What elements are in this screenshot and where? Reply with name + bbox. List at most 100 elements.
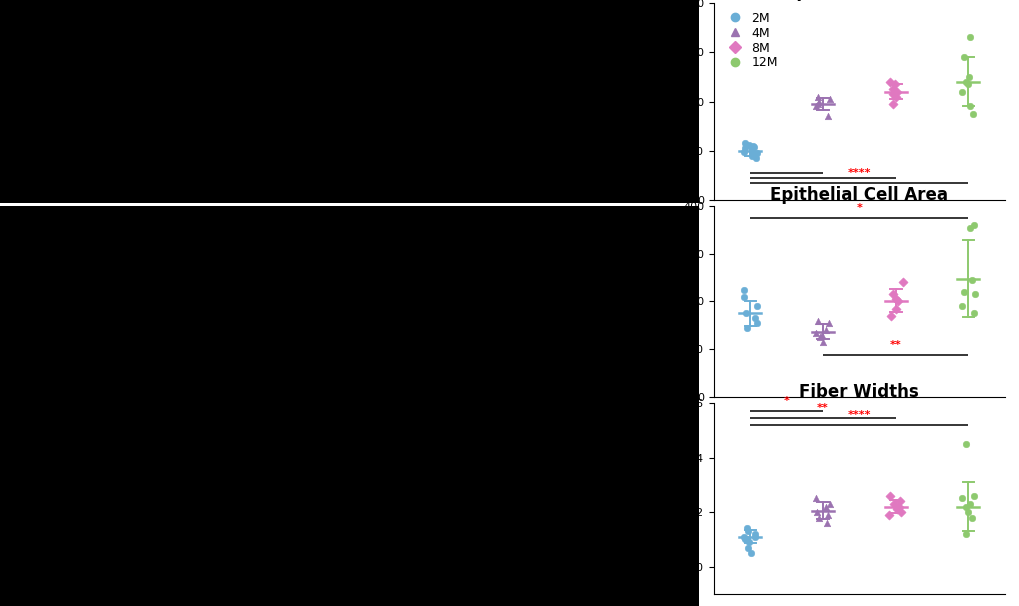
Point	[891, 496, 907, 506]
Point	[966, 290, 982, 299]
Point	[809, 92, 825, 101]
Point	[746, 532, 762, 542]
Point	[740, 140, 756, 150]
Point	[889, 297, 905, 307]
Point	[739, 526, 755, 536]
Point	[810, 96, 826, 107]
Point	[965, 491, 981, 501]
Point	[957, 77, 973, 87]
Point	[738, 534, 754, 544]
Y-axis label: Fiber Width (μm): Fiber Width (μm)	[671, 446, 684, 551]
Point	[960, 72, 976, 82]
Point	[963, 513, 979, 522]
Point	[961, 222, 977, 232]
Y-axis label: Capsule Thickness (μm): Capsule Thickness (μm)	[671, 27, 684, 176]
Point	[957, 439, 973, 448]
Point	[737, 534, 753, 544]
Point	[740, 538, 756, 547]
Point	[880, 510, 897, 520]
Point	[740, 543, 756, 553]
Point	[965, 220, 981, 230]
Point	[883, 99, 900, 109]
Point	[817, 502, 834, 511]
Point	[881, 77, 898, 87]
Title: Fiber Widths: Fiber Widths	[799, 384, 918, 401]
Point	[883, 89, 900, 99]
Point	[819, 112, 836, 121]
Text: **: **	[816, 403, 828, 413]
Point	[737, 308, 753, 318]
Point	[957, 529, 973, 539]
Point	[883, 84, 900, 94]
Point	[739, 524, 755, 533]
Point	[820, 318, 837, 328]
Point	[807, 102, 823, 112]
Legend: 2M, 4M, 8M, 12M: 2M, 4M, 8M, 12M	[719, 9, 780, 72]
Text: ****: ****	[847, 168, 870, 178]
Point	[807, 328, 823, 338]
Point	[963, 109, 979, 119]
Point	[889, 87, 905, 96]
Point	[810, 513, 826, 522]
Point	[889, 504, 905, 514]
Point	[737, 144, 753, 153]
Point	[746, 529, 762, 539]
Point	[963, 275, 979, 285]
Text: **: **	[889, 340, 901, 350]
Point	[747, 153, 763, 163]
Point	[735, 147, 751, 156]
Point	[821, 94, 838, 104]
Point	[748, 301, 764, 311]
Title: Capsule Thickness: Capsule Thickness	[772, 0, 945, 1]
Text: *: *	[783, 396, 789, 407]
Point	[887, 92, 903, 101]
Point	[814, 337, 830, 347]
Point	[745, 141, 761, 151]
Point	[808, 316, 824, 325]
Point	[961, 33, 977, 42]
Point	[961, 102, 977, 112]
Point	[817, 325, 834, 335]
Point	[955, 52, 971, 62]
Point	[821, 499, 838, 509]
Point	[745, 142, 761, 152]
Point	[894, 278, 910, 287]
Point	[808, 507, 824, 517]
Point	[882, 311, 899, 321]
Text: *: *	[856, 203, 861, 213]
Point	[954, 301, 970, 311]
Point	[961, 499, 977, 509]
Point	[739, 323, 755, 333]
Point	[807, 493, 823, 503]
Point	[748, 318, 764, 328]
Point	[959, 79, 975, 89]
Point	[743, 151, 759, 161]
Point	[892, 507, 908, 517]
Point	[735, 532, 751, 542]
Point	[953, 87, 969, 96]
Y-axis label: Area (μm²): Area (μm²)	[664, 268, 677, 335]
Point	[748, 148, 764, 158]
Point	[809, 99, 825, 109]
Point	[813, 330, 829, 340]
Point	[881, 491, 898, 501]
Point	[737, 139, 753, 148]
Point	[965, 308, 981, 318]
Point	[953, 493, 969, 503]
Point	[810, 333, 826, 342]
Point	[735, 292, 751, 302]
Point	[742, 548, 758, 558]
Point	[736, 285, 752, 295]
Point	[818, 510, 835, 520]
Point	[886, 79, 902, 89]
Point	[743, 146, 759, 156]
Title: Epithelial Cell Area: Epithelial Cell Area	[769, 187, 948, 204]
Point	[883, 290, 900, 299]
Point	[818, 518, 835, 528]
Point	[887, 304, 903, 313]
Point	[746, 313, 762, 323]
Point	[890, 502, 906, 511]
Text: ****: ****	[847, 410, 870, 420]
Point	[959, 507, 975, 517]
Point	[957, 502, 973, 511]
